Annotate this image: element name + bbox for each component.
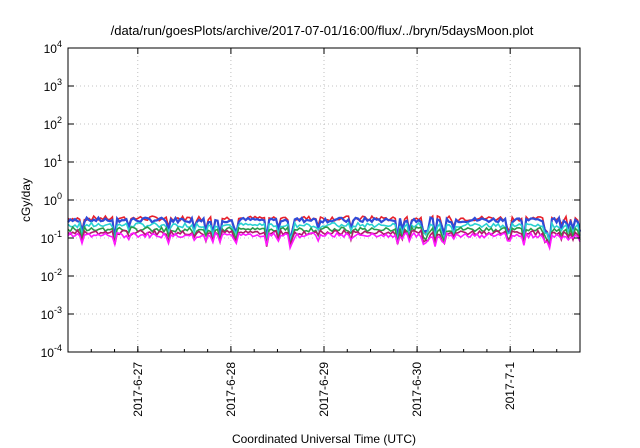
y-tick-label: 101 [44,153,62,170]
y-tick-label: 10-1 [41,229,62,246]
y-tick-label: 10-2 [41,267,62,284]
x-axis-label: Coordinated Universal Time (UTC) [232,432,416,446]
series-group [67,214,582,252]
y-tick-label: 102 [44,115,62,132]
y-tick-label: 100 [44,191,62,208]
x-tick-label: 2017-6-30 [410,362,424,417]
series-line [67,224,581,247]
y-axis: 10-4 10-3 10-2 10-1 100 101 102 103 104 [41,39,580,360]
y-tick-label: 10-3 [41,305,62,322]
y-tick-label: 103 [44,77,62,94]
x-tick-label: 2017-7-1 [503,362,517,410]
series-line [67,220,581,244]
chart-title: /data/run/goesPlots/archive/2017-07-01/1… [111,23,534,38]
x-tick-label: 2017-6-27 [131,362,145,417]
y-tick-label: 104 [44,39,62,56]
series-line [67,231,581,252]
y-tick-label: 10-4 [41,343,62,360]
gridlines [68,47,580,353]
x-axis: 2017-6-27 2017-6-28 2017-6-29 2017-6-30 2017… [67,48,581,417]
series-line [67,214,582,242]
x-tick-label: 2017-6-29 [317,362,331,417]
x-tick-label: 2017-6-28 [224,362,238,417]
y-axis-label: cGy/day [19,178,33,222]
series-line [67,228,581,248]
